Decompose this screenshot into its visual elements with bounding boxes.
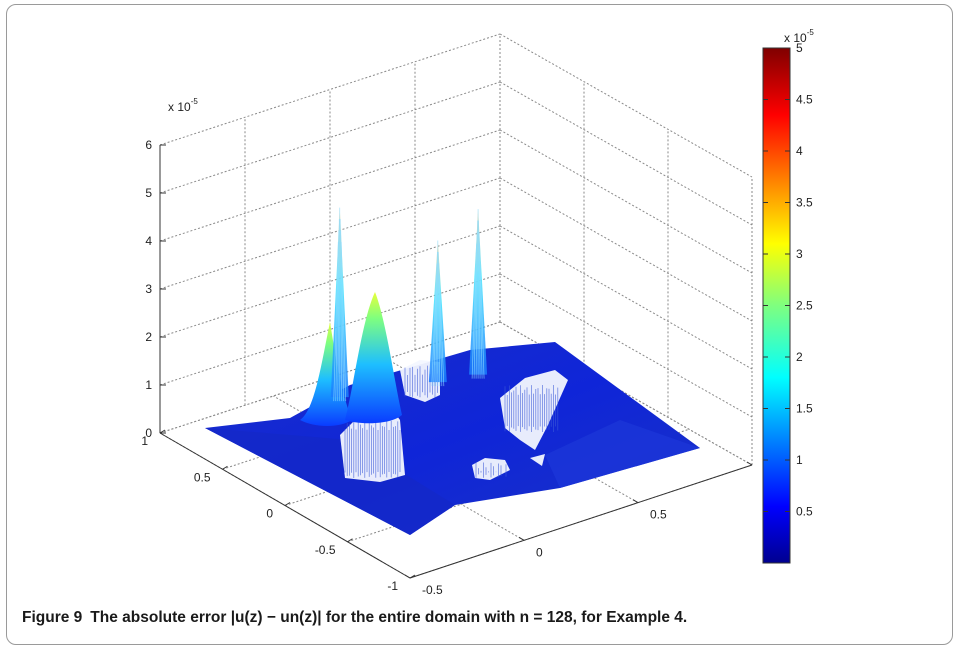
y-tick-label: 1 (141, 434, 148, 448)
colorbar-tick-label: 2 (796, 350, 803, 364)
x-tick-label: 0 (536, 545, 543, 559)
spike (469, 209, 488, 379)
z-tick-label: 3 (145, 282, 152, 296)
z-tick-label: 2 (145, 330, 152, 344)
colorbar-tick-label: 3.5 (796, 196, 813, 210)
y-axis-ticks: 1 0.5 0 -0.5 -1 (141, 429, 416, 593)
colorbar-tick-label: 0.5 (796, 505, 813, 519)
spikes (330, 207, 488, 402)
x-tick-label: -0.5 (422, 583, 443, 597)
surface (205, 207, 700, 535)
figure-label: Figure 9 (22, 609, 83, 626)
colorbar-tick-label: 2.5 (796, 299, 813, 313)
colorbar-tick-label: 3 (796, 247, 803, 261)
z-tick-label: 0 (145, 426, 152, 440)
z-axis-ticks: 0 1 2 3 4 5 6 (145, 138, 166, 440)
y-tick-label: -0.5 (315, 543, 336, 557)
spike (330, 207, 349, 402)
colorbar-tick-label: 5 (796, 41, 803, 55)
colorbar-ticks: 0.5 1 1.5 2 2.5 3 3.5 4 4.5 5 (763, 41, 813, 519)
y-tick-label: -1 (387, 579, 398, 593)
colorbar-tick-label: 4 (796, 144, 803, 158)
y-tick-label: 0.5 (194, 470, 211, 484)
z-tick-label: 5 (145, 186, 152, 200)
x-tick-label: 0.5 (650, 508, 667, 522)
surface-floor-shade (205, 428, 455, 535)
colorbar-tick-label: 1 (796, 453, 803, 467)
z-tick-label: 1 (145, 378, 152, 392)
surface-floor-shade-right (545, 420, 700, 488)
z-tick-label: 4 (145, 234, 152, 248)
fringe-lines (344, 365, 559, 478)
spike (428, 240, 447, 387)
colorbar-tick-label: 4.5 (796, 93, 813, 107)
z-axis-multiplier: x 10-5 (168, 97, 198, 114)
colorbar-tick-label: 1.5 (796, 402, 813, 416)
peak-center-left (345, 292, 402, 424)
z-tick-label: 6 (145, 138, 152, 152)
colorbar-multiplier: x 10-5 (784, 28, 814, 45)
caption-text: The absolute error |u(z) − un(z)| for th… (90, 609, 688, 626)
figure-caption: Figure 9 The absolute error |u(z) − un(z)… (22, 609, 932, 627)
peak-left (300, 322, 352, 426)
y-tick-label: 0 (266, 507, 273, 521)
